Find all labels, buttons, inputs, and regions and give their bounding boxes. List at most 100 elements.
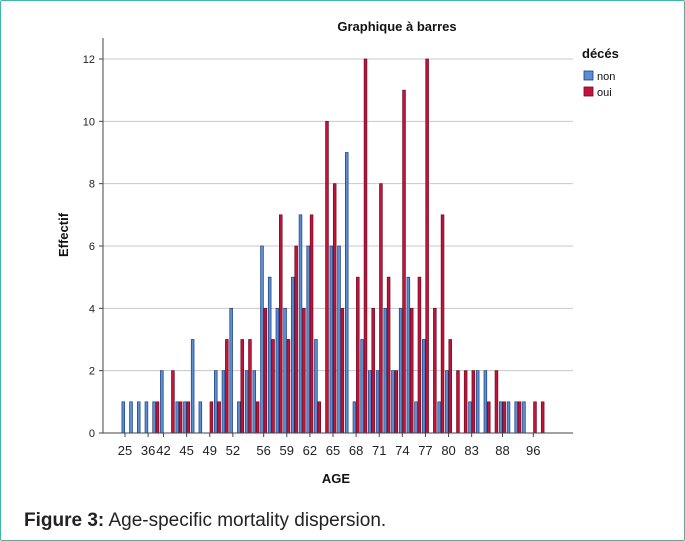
- x-tick-label: 45: [179, 443, 193, 458]
- bar-oui-68: [356, 276, 360, 434]
- bar-oui-61: [302, 307, 306, 434]
- bar-non-47: [198, 401, 203, 434]
- bar-oui-70: [371, 307, 375, 434]
- bar-oui-57: [271, 339, 275, 434]
- bar-oui-51: [225, 339, 229, 434]
- bar-oui-81: [456, 370, 460, 434]
- bar-oui-88: [502, 401, 506, 434]
- bar-non-88: [499, 401, 503, 434]
- x-tick-label: 52: [226, 443, 240, 458]
- bar-oui-77: [425, 58, 429, 434]
- y-tick-label: 4: [89, 303, 95, 315]
- bar-oui-65: [332, 183, 337, 434]
- bar-oui-66: [340, 307, 345, 434]
- x-tick-label: 62: [303, 443, 317, 458]
- gridlines: [103, 58, 573, 372]
- bar-non-52: [229, 307, 233, 434]
- legend-title: décés: [582, 46, 619, 61]
- y-tick-label: 8: [89, 179, 95, 191]
- bar-oui-44: [178, 401, 183, 434]
- bar-non-46: [190, 339, 195, 434]
- bar-non-73: [391, 370, 395, 434]
- bar-oui-71: [379, 183, 383, 434]
- x-tick-label: 83: [464, 443, 478, 458]
- bar-non-69: [360, 339, 364, 434]
- x-tick-label: 96: [526, 443, 540, 458]
- x-tick-label: 25: [118, 443, 132, 458]
- bar-non-53: [237, 401, 241, 434]
- x-tick-label: 77: [418, 443, 432, 458]
- x-tick-label: 49: [203, 443, 217, 458]
- bar-non-70: [368, 370, 372, 434]
- legend-swatch-oui: [583, 86, 594, 97]
- bar-non-25: [121, 401, 126, 434]
- y-axis-ticks: 0 2 4 6 8 10 12: [83, 54, 103, 440]
- bar-non-51: [221, 370, 226, 434]
- x-tick-label: 88: [495, 443, 509, 458]
- bar-oui-75: [409, 307, 414, 434]
- x-tick-label: 59: [280, 443, 294, 458]
- x-tick-label: 71: [372, 443, 386, 458]
- bar-non-84: [475, 370, 480, 434]
- bar-non-66: [337, 245, 341, 434]
- x-tick-label: 56: [256, 443, 270, 458]
- y-tick-label: 6: [89, 241, 95, 253]
- bar-non-94: [514, 401, 518, 434]
- y-tick-label: 2: [89, 366, 95, 378]
- bar-oui-54: [248, 339, 252, 434]
- y-tick-label: 10: [83, 116, 95, 128]
- x-tick-label: 80: [441, 443, 455, 458]
- bar-non-61: [298, 214, 303, 434]
- bar-non-55: [252, 370, 257, 434]
- bar-non-36: [144, 401, 149, 434]
- bar-non-76: [414, 401, 418, 434]
- bar-non-79: [437, 401, 441, 434]
- chart-title: Graphique à barres: [337, 19, 456, 34]
- bar-non-77: [422, 339, 426, 434]
- bar-non-45: [183, 401, 187, 434]
- caption-text: Age-specific mortality dispersion.: [104, 510, 387, 531]
- bar-oui-94: [517, 401, 522, 434]
- bar-non-50: [214, 370, 218, 434]
- bar-oui-69: [363, 58, 368, 434]
- bar-non-85: [483, 370, 488, 434]
- bar-oui-45: [186, 401, 191, 434]
- bar-oui-74: [402, 89, 406, 434]
- bar-non-71: [375, 370, 380, 434]
- bar-oui-82: [463, 370, 468, 434]
- bar-non-26: [129, 401, 133, 434]
- bar-oui-86: [494, 370, 499, 434]
- bar-non-65: [329, 245, 334, 434]
- bar-non-42: [160, 370, 164, 434]
- bar-non-80: [445, 370, 449, 434]
- bar-oui-39: [155, 401, 160, 434]
- legend-label-non: non: [597, 71, 615, 83]
- bar-non-74: [398, 307, 403, 434]
- bar-non-90: [506, 401, 511, 434]
- bar-oui-79: [440, 214, 445, 434]
- y-tick-label: 12: [83, 54, 95, 66]
- bar-non-95: [522, 401, 526, 434]
- bar-non-57: [267, 276, 272, 434]
- legend-label-oui: oui: [597, 87, 612, 99]
- y-axis-label: Effectif: [56, 212, 71, 257]
- bar-non-62: [306, 245, 310, 434]
- bar-oui-60: [294, 245, 298, 434]
- bar-oui-78: [433, 307, 437, 434]
- x-tick-label: 65: [326, 443, 340, 458]
- bar-oui-43: [171, 370, 175, 434]
- bar-non-54: [244, 370, 249, 434]
- caption-label: Figure 3:: [24, 510, 105, 531]
- bar-oui-85: [487, 401, 491, 434]
- bar-oui-80: [448, 339, 452, 434]
- y-tick-label: 0: [89, 428, 95, 440]
- legend-swatch-non: [583, 70, 594, 81]
- bar-oui-50: [217, 401, 221, 434]
- x-tick-label: 36: [141, 443, 155, 458]
- bar-non-68: [352, 401, 357, 434]
- bar-oui-98: [540, 401, 545, 434]
- bar-non-75: [406, 276, 411, 434]
- bar-non-67: [344, 152, 349, 434]
- bar-oui-53: [240, 339, 244, 434]
- bar-non-44: [175, 401, 179, 434]
